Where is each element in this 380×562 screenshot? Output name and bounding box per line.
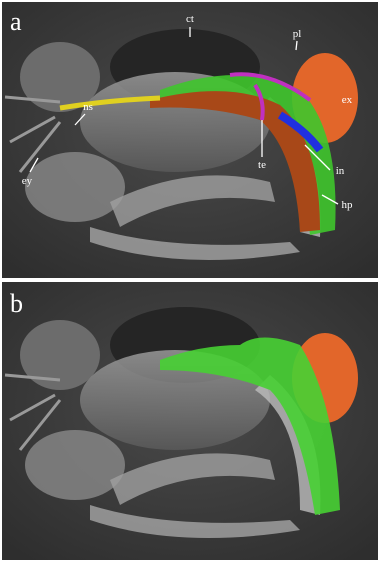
green-neurons: [160, 337, 340, 515]
annotation: ct: [186, 13, 194, 25]
leader: [295, 40, 298, 51]
nerve-blue: [277, 111, 324, 153]
annotation: hp: [342, 199, 354, 211]
leader: [304, 144, 331, 171]
annotation: ex: [342, 94, 353, 106]
panel-label: b: [10, 289, 23, 318]
panel-label: a: [10, 7, 22, 36]
trachea: [229, 72, 312, 121]
annotation: ns: [83, 101, 93, 113]
leader: [29, 157, 39, 173]
annotation: ey: [22, 175, 33, 187]
muscles: [150, 91, 320, 232]
annotation: pl: [293, 28, 302, 40]
leader: [74, 113, 86, 126]
green-neurons: [160, 75, 336, 235]
annotation: te: [258, 159, 266, 171]
annotation: in: [336, 165, 345, 177]
leader: [321, 194, 339, 205]
nerve: [59, 95, 161, 111]
